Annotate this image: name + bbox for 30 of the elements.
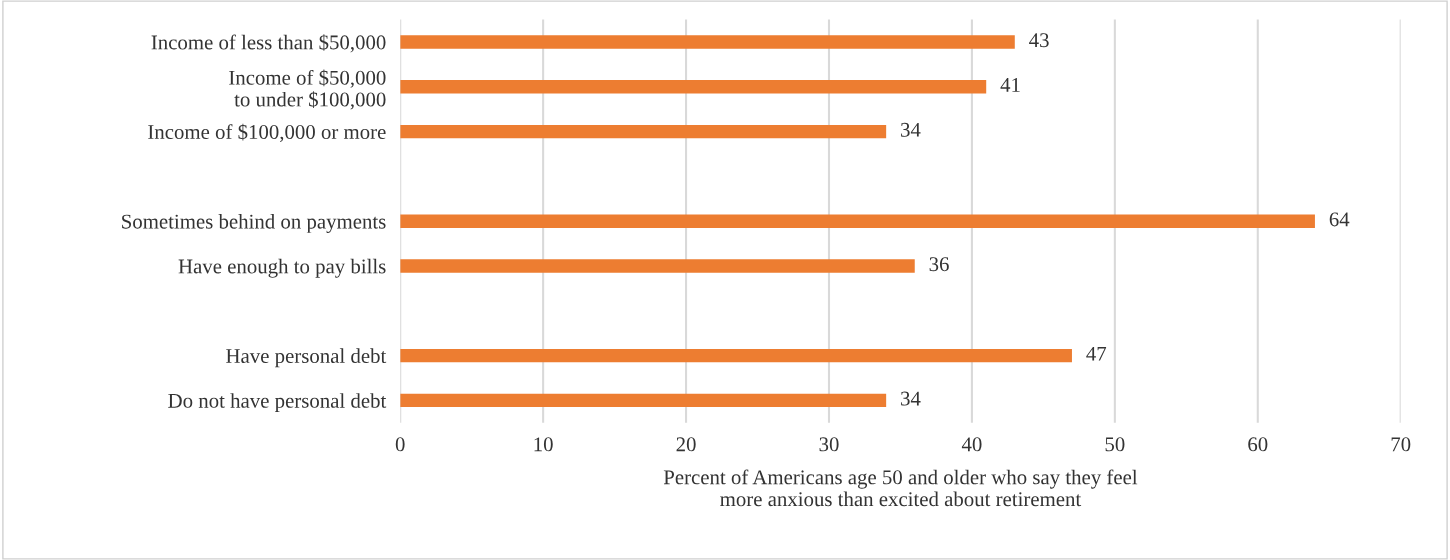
- bar: [400, 80, 987, 94]
- data-label: 47: [1086, 346, 1107, 361]
- x-tick-label: 10: [534, 437, 553, 452]
- y-tick-label: Have enough to pay bills: [178, 258, 386, 278]
- x-tick-label: 50: [1105, 437, 1125, 452]
- x-tick-label: 60: [1248, 437, 1268, 452]
- y-tick-label: Sometimes behind on payments: [122, 213, 386, 233]
- data-label: 36: [929, 257, 949, 272]
- y-tick-label: Income of $100,000 or more: [148, 123, 386, 143]
- y-tick-label: Income of less than $50,000: [151, 34, 386, 53]
- bar: [400, 348, 1072, 363]
- x-tick-label: 40: [961, 437, 982, 452]
- data-label: 34: [901, 391, 921, 406]
- y-tick-label: Income of $50,000 to under $100,000: [229, 69, 386, 110]
- x-axis-title: Percent of Americans age 50 and older who say they feel more anxious than excited about retirement: [663, 469, 1138, 507]
- y-tick-label: Do not have personal debt: [168, 393, 387, 413]
- data-label: 41: [1000, 78, 1020, 92]
- bar: [400, 214, 1315, 228]
- data-label: 43: [1029, 33, 1049, 48]
- x-tick-label: 0: [395, 437, 405, 452]
- x-tick-label: 70: [1391, 437, 1411, 452]
- data-label: 34: [901, 122, 921, 137]
- bar: [400, 393, 887, 408]
- bar: [400, 124, 887, 139]
- y-tick-label: Have personal debt: [226, 348, 387, 368]
- data-label: 64: [1329, 212, 1350, 227]
- bar: [400, 259, 915, 273]
- bar: [400, 35, 1015, 49]
- x-tick-label: 30: [819, 437, 839, 452]
- x-tick-label: 20: [676, 437, 696, 452]
